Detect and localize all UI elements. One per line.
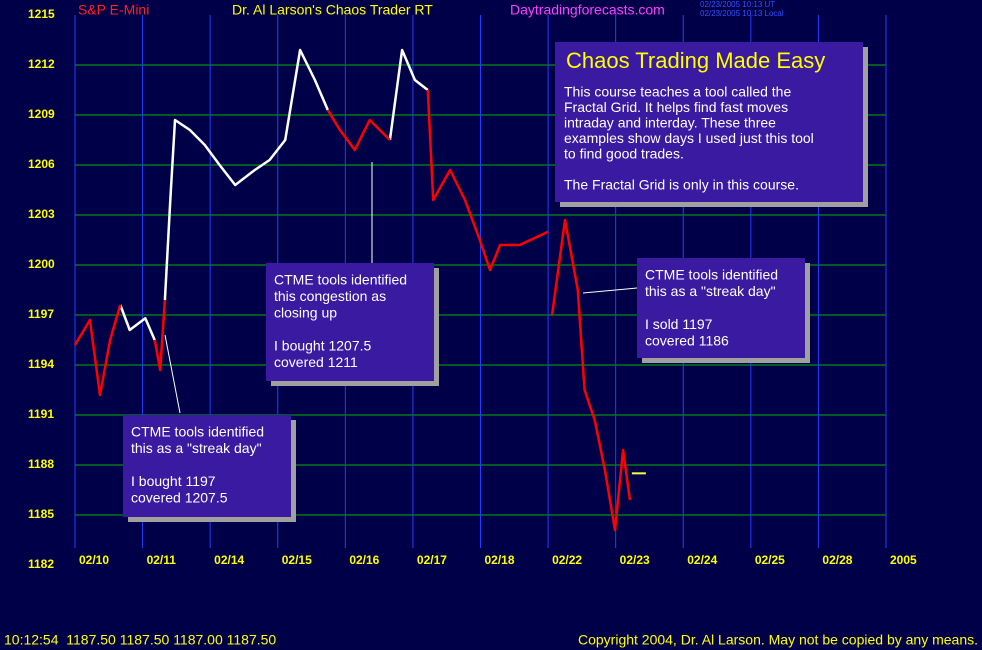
y-tick-label: 1209 bbox=[28, 107, 55, 121]
annotation-text: I bought 1197 bbox=[131, 473, 216, 489]
x-tick-label: 02/17 bbox=[417, 553, 447, 567]
quote: 10:12:54 1187.50 1187.50 1187.00 1187.50 bbox=[4, 632, 276, 648]
y-tick-label: 1203 bbox=[28, 207, 55, 221]
promo-text: This course teaches a tool called the bbox=[564, 84, 791, 100]
annotation-text: covered 1186 bbox=[645, 333, 729, 349]
promo-title: Chaos Trading Made Easy bbox=[566, 48, 825, 73]
copyright: Copyright 2004, Dr. Al Larson. May not b… bbox=[578, 632, 978, 648]
x-tick-label: 02/18 bbox=[485, 553, 515, 567]
x-tick-label: 2005 bbox=[890, 553, 917, 567]
promo-text: Fractal Grid. It helps find fast moves bbox=[564, 99, 788, 115]
price-line bbox=[73, 89, 632, 532]
annotation-box bbox=[123, 415, 291, 517]
x-tick-label: 02/25 bbox=[755, 553, 785, 567]
symbol: S&P E-Mini bbox=[78, 2, 149, 18]
leader-line bbox=[164, 334, 181, 414]
annotation-box bbox=[266, 263, 434, 381]
time-local: 02/23/2005 10:13 Local bbox=[700, 9, 784, 18]
annotation-text: I sold 1197 bbox=[645, 316, 713, 332]
annotation-text: this as a "streak day" bbox=[645, 283, 776, 299]
promo-text: to find good trades. bbox=[564, 146, 684, 162]
x-tick-label: 02/22 bbox=[552, 553, 582, 567]
annotation-text: this congestion as bbox=[274, 288, 386, 304]
y-tick-label: 1206 bbox=[28, 157, 55, 171]
promo-box bbox=[555, 42, 863, 202]
x-tick-label: 02/11 bbox=[147, 553, 177, 567]
x-tick-label: 02/24 bbox=[687, 553, 717, 567]
y-tick-label: 1191 bbox=[28, 407, 54, 421]
promo-text: intraday and interday. These three bbox=[564, 115, 776, 131]
annotation-text: CTME tools identified bbox=[131, 424, 264, 440]
promo-text: The Fractal Grid is only in this course. bbox=[564, 177, 799, 193]
x-tick-label: 02/14 bbox=[214, 553, 244, 567]
annotation-text: this as a "streak day" bbox=[131, 440, 262, 456]
time-ut: 02/23/2005 10:13 UT bbox=[700, 0, 775, 9]
annotation-text: I bought 1207.5 bbox=[274, 338, 372, 354]
annotation-text: CTME tools identified bbox=[274, 272, 407, 288]
annotation-box bbox=[637, 258, 805, 358]
y-tick-label: 1212 bbox=[28, 57, 55, 71]
y-tick-label: 1200 bbox=[28, 257, 55, 271]
y-tick-label: 1215 bbox=[28, 7, 55, 21]
annotation-text: CTME tools identified bbox=[645, 267, 778, 283]
annotation-text: covered 1207.5 bbox=[131, 490, 228, 506]
promo-text: examples show days I used just this tool bbox=[564, 130, 814, 146]
y-tick-label: 1188 bbox=[28, 457, 54, 471]
x-tick-label: 02/23 bbox=[620, 553, 650, 567]
y-tick-label: 1197 bbox=[28, 307, 54, 321]
y-tick-label: 1185 bbox=[28, 507, 54, 521]
annotation-text: covered 1211 bbox=[274, 354, 358, 370]
price-line bbox=[119, 48, 429, 341]
y-tick-label: 1194 bbox=[28, 357, 54, 371]
annotation-text: closing up bbox=[274, 305, 337, 321]
x-tick-label: 02/10 bbox=[79, 553, 109, 567]
x-tick-label: 02/28 bbox=[822, 553, 852, 567]
program-title: Dr. Al Larson's Chaos Trader RT bbox=[232, 2, 433, 18]
y-tick-label: 1182 bbox=[28, 557, 54, 571]
leader-line bbox=[582, 287, 638, 294]
site: Daytradingforecasts.com bbox=[510, 2, 665, 18]
x-tick-label: 02/16 bbox=[349, 553, 379, 567]
x-tick-label: 02/15 bbox=[282, 553, 312, 567]
